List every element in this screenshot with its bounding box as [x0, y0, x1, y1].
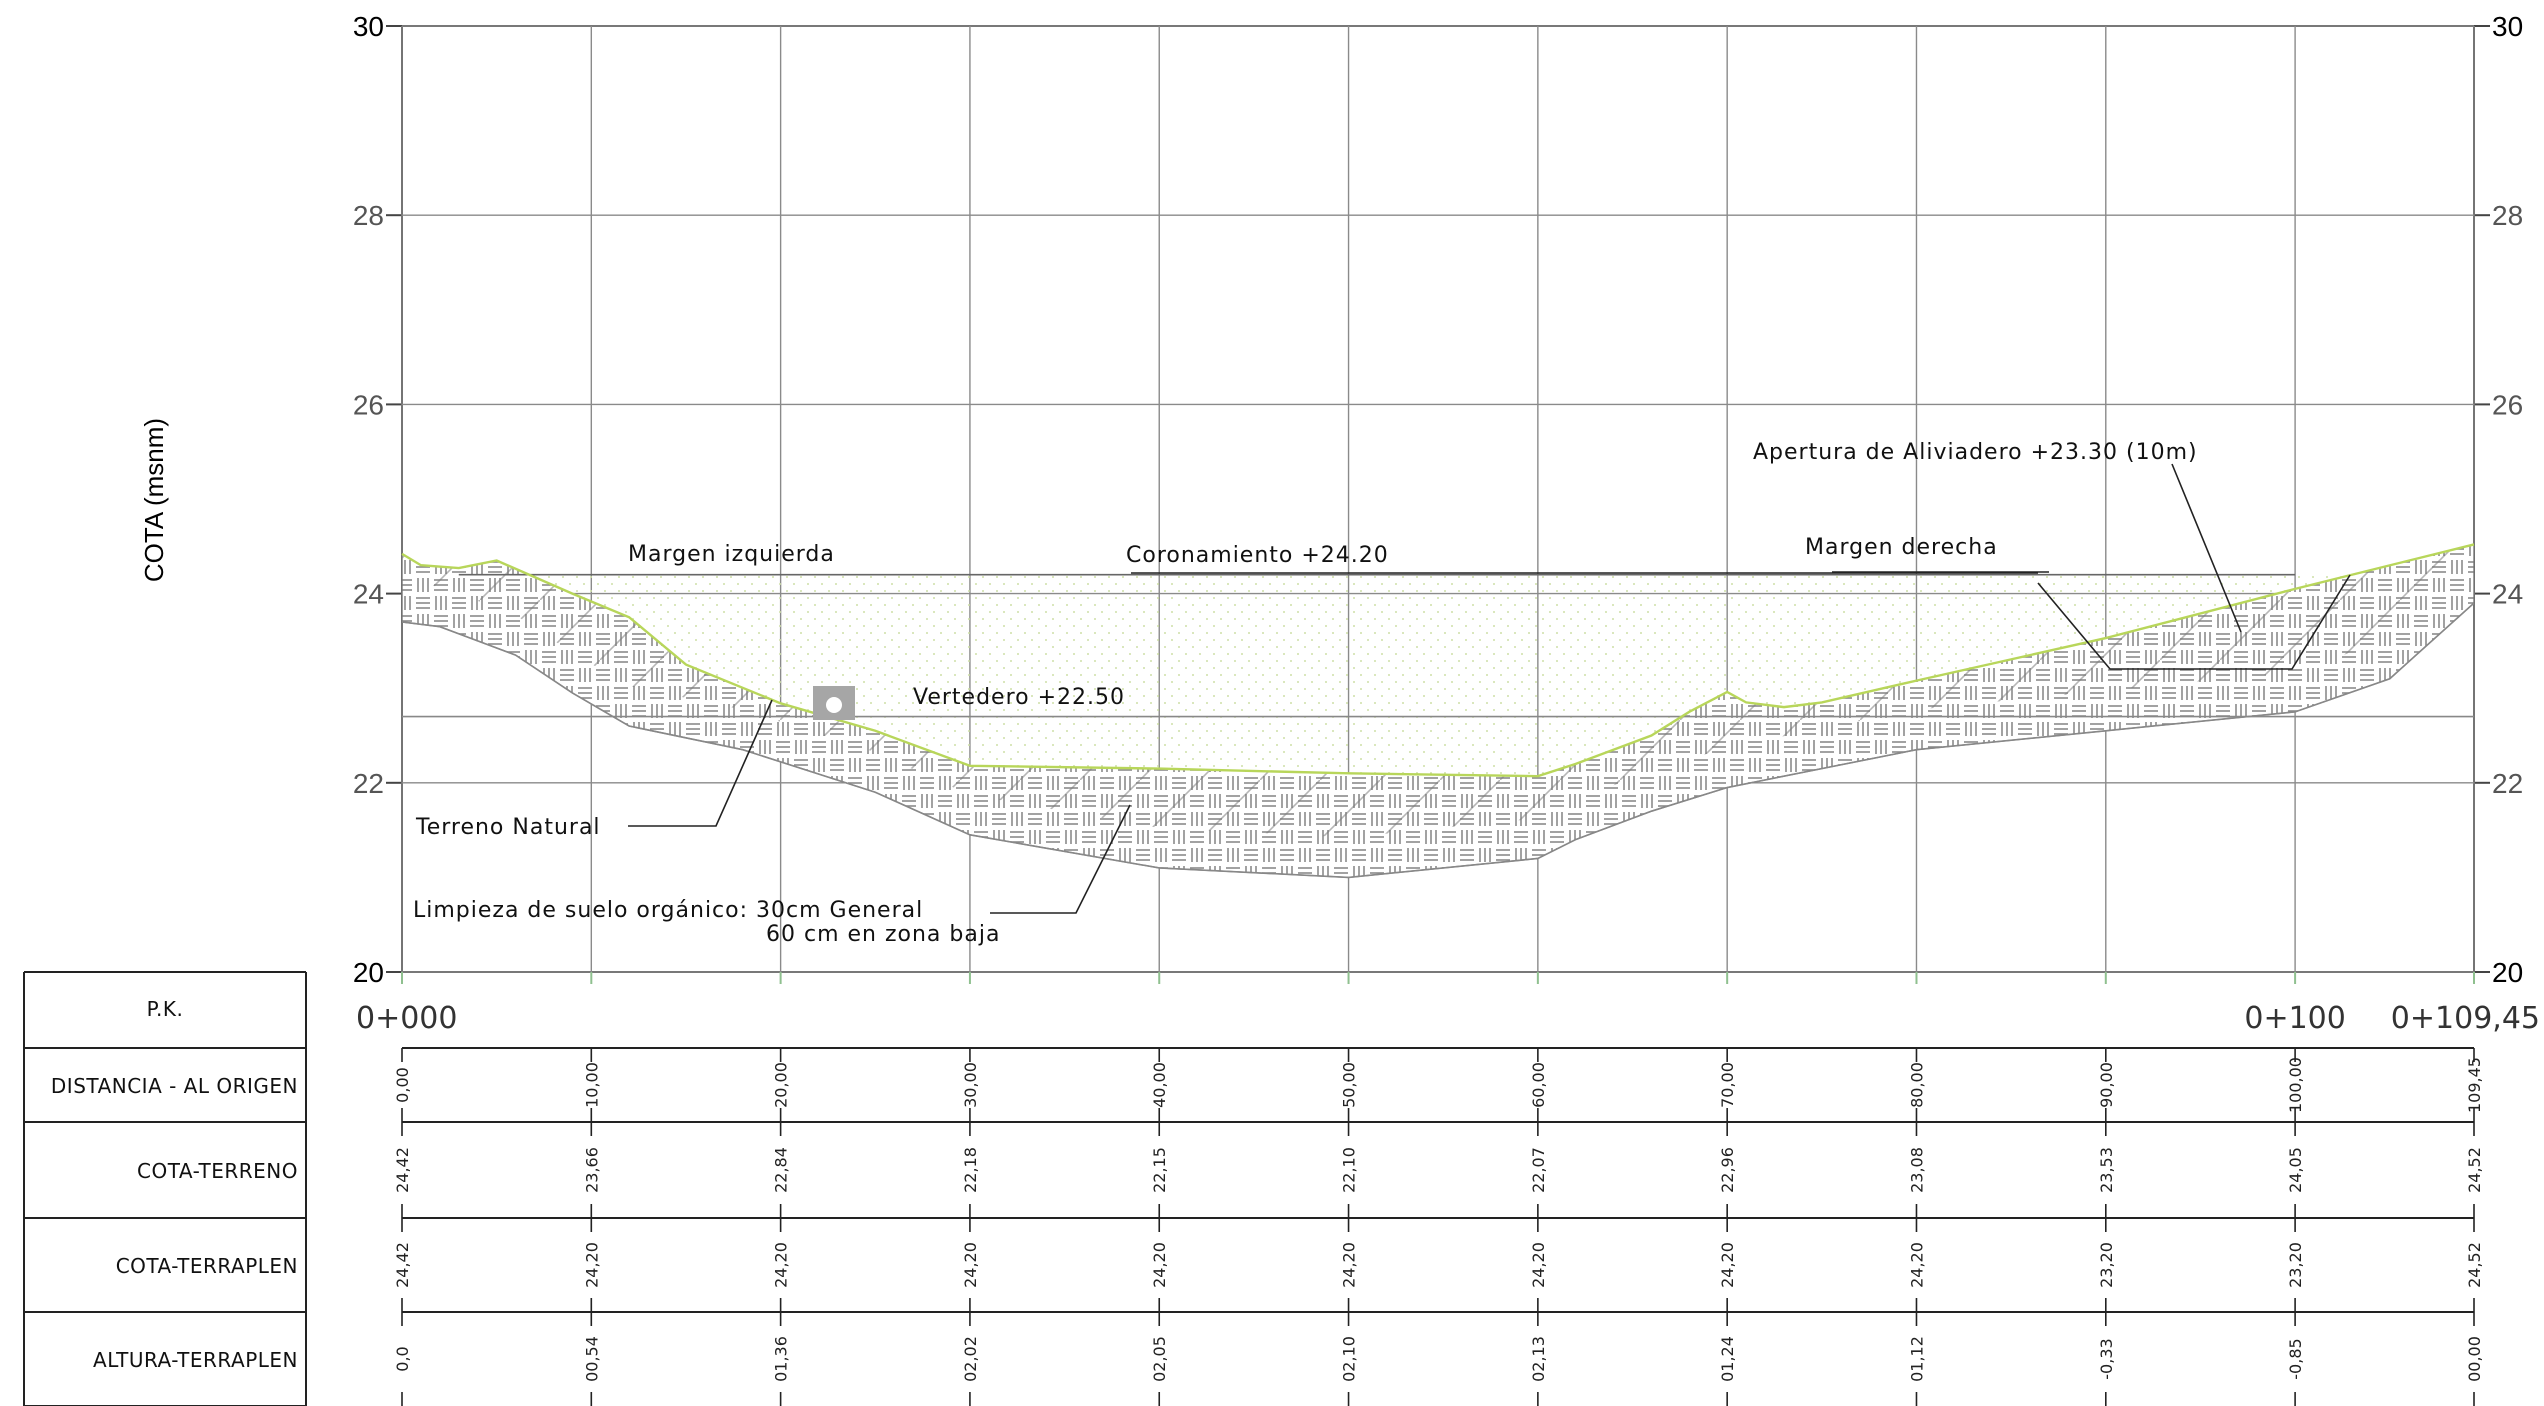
- table-value: 01,12: [1907, 1336, 1926, 1382]
- table-value: 40,00: [1150, 1062, 1169, 1108]
- table-value: 02,10: [1340, 1336, 1359, 1382]
- table-value: 24,20: [582, 1242, 601, 1288]
- table-value: 23,53: [2097, 1147, 2116, 1193]
- table-value: 24,20: [772, 1242, 791, 1288]
- table-value: 01,36: [772, 1336, 791, 1382]
- table-value: 109,45: [2465, 1057, 2484, 1113]
- table-value: 22,18: [961, 1147, 980, 1193]
- embankment-hatch: [402, 544, 2474, 838]
- y-tick-label-left: 30: [353, 11, 384, 42]
- pk-label: 0+109,45: [2391, 1001, 2540, 1036]
- table-value: 24,20: [1340, 1242, 1359, 1288]
- annotation-crest: Coronamiento +24.20: [1126, 543, 1389, 568]
- table-row-label: COTA-TERRENO: [137, 1159, 298, 1183]
- y-tick-label-left: 28: [353, 200, 384, 231]
- y-tick-label-right: 30: [2492, 11, 2523, 42]
- y-tick-label-right: 26: [2492, 389, 2523, 420]
- table-value: 00,54: [582, 1336, 601, 1382]
- table-value: 70,00: [1718, 1062, 1737, 1108]
- stripping-base-line: [401, 602, 2475, 879]
- table-value: 0,0: [393, 1346, 412, 1371]
- spillway-opening: [2037, 574, 2351, 670]
- reservoir-fill: [402, 574, 2474, 777]
- table-value: 24,20: [1529, 1242, 1548, 1288]
- table-value: 100,00: [2286, 1057, 2305, 1113]
- table-value: 02,13: [1529, 1336, 1548, 1382]
- table-row-label: DISTANCIA - AL ORIGEN: [51, 1074, 298, 1098]
- table-value: 24,52: [2465, 1242, 2484, 1288]
- table-value: 22,84: [772, 1147, 791, 1193]
- table-value: 24,05: [2286, 1147, 2305, 1193]
- table-value: 02,02: [961, 1336, 980, 1382]
- table-value: 80,00: [1907, 1062, 1926, 1108]
- annotation-right-bank: Margen derecha: [1805, 535, 1998, 560]
- table-value: 0,00: [393, 1067, 412, 1103]
- table-value: 02,05: [1150, 1336, 1169, 1382]
- table-value: 24,20: [1150, 1242, 1169, 1288]
- table-value: 23,20: [2097, 1242, 2116, 1288]
- annotation-weir: Vertedero +22.50: [913, 685, 1125, 710]
- table-row-label: COTA-TERRAPLEN: [116, 1254, 298, 1278]
- terrain-line: [401, 543, 2475, 778]
- table-value: 01,24: [1718, 1336, 1737, 1382]
- table-value: 10,00: [582, 1062, 601, 1108]
- y-tick-label-left: 22: [353, 768, 384, 799]
- annotation-natural-terrain: Terreno Natural: [415, 815, 601, 840]
- table-value: 23,66: [582, 1147, 601, 1193]
- table-value: 24,42: [393, 1147, 412, 1193]
- table-value: 50,00: [1340, 1062, 1359, 1108]
- table-value: 22,07: [1529, 1147, 1548, 1193]
- annotation-stripping-1: Limpieza de suelo orgánico: 30cm General: [413, 898, 923, 923]
- table-value: 23,08: [1907, 1147, 1926, 1193]
- series-layer: [401, 543, 2475, 879]
- annotation-stripping-2: 60 cm en zona baja: [766, 922, 1000, 947]
- y-tick-label-left: 24: [353, 579, 384, 610]
- table-value: 20,00: [772, 1062, 791, 1108]
- y-tick-label-left: 20: [353, 957, 384, 988]
- table-value: 24,52: [2465, 1147, 2484, 1193]
- table-value: 22,10: [1340, 1147, 1359, 1193]
- annotation-left-bank: Margen izquierda: [628, 542, 835, 567]
- table-value: 24,20: [961, 1242, 980, 1288]
- data-table: P.K. DISTANCIA - AL ORIGEN 0,00 10,00 20,00 3…: [23, 971, 2484, 1406]
- y-tick-label-right: 22: [2492, 768, 2523, 799]
- pk-label: 0+000: [356, 1001, 457, 1036]
- y-tick-label-left: 26: [353, 389, 384, 420]
- pk-label: 0+100: [2244, 1001, 2345, 1036]
- table-value: 22,96: [1718, 1147, 1737, 1193]
- table-value: 00,00: [2465, 1336, 2484, 1382]
- table-value: 24,20: [1907, 1242, 1926, 1288]
- table-row-label: ALTURA-TERRAPLEN: [93, 1348, 298, 1372]
- grid-layer: 20 20 22 22 24 24 26 26 28 28 30 30 0+000 0+100 0+109,…: [353, 11, 2540, 1036]
- table-value: 22,15: [1150, 1147, 1169, 1193]
- annotations: Margen izquierda Coronamiento +24.20 Mar…: [413, 440, 2198, 947]
- table-value: 90,00: [2097, 1062, 2116, 1108]
- weir-icon: [813, 686, 855, 720]
- table-value: 23,20: [2286, 1242, 2305, 1288]
- table-pk-header: P.K.: [147, 997, 184, 1021]
- y-tick-label-right: 24: [2492, 579, 2523, 610]
- fill-layer: [401, 543, 2475, 879]
- y-axis-title: COTA (msnm): [139, 418, 169, 582]
- annotation-spillway: Apertura de Aliviadero +23.30 (10m): [1753, 440, 2198, 465]
- table-value: 60,00: [1529, 1062, 1548, 1108]
- y-tick-label-right: 28: [2492, 200, 2523, 231]
- table-value: 24,20: [1718, 1242, 1737, 1288]
- table-value: -0,85: [2286, 1338, 2305, 1379]
- table-value: -0,33: [2097, 1338, 2116, 1379]
- table-value: 24,42: [393, 1242, 412, 1288]
- table-value: 30,00: [961, 1062, 980, 1108]
- y-tick-label-right: 20: [2492, 957, 2523, 988]
- leader-lines: [628, 463, 2242, 914]
